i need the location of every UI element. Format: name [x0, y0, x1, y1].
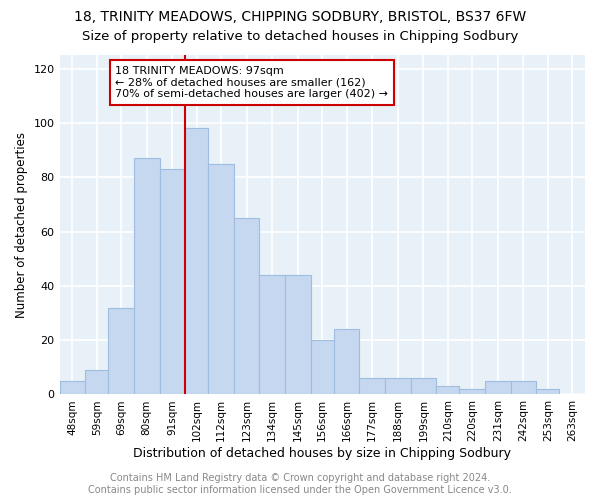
Text: Size of property relative to detached houses in Chipping Sodbury: Size of property relative to detached ho…	[82, 30, 518, 43]
Text: 18 TRINITY MEADOWS: 97sqm
← 28% of detached houses are smaller (162)
70% of semi: 18 TRINITY MEADOWS: 97sqm ← 28% of detac…	[115, 66, 388, 99]
Bar	[359, 378, 385, 394]
Bar	[59, 381, 85, 394]
Bar	[536, 389, 559, 394]
Bar	[85, 370, 109, 394]
Bar	[311, 340, 334, 394]
Bar	[460, 389, 485, 394]
Bar	[485, 381, 511, 394]
Bar	[259, 275, 285, 394]
Bar	[160, 169, 185, 394]
Bar	[208, 164, 234, 394]
Bar	[134, 158, 160, 394]
Bar	[285, 275, 311, 394]
Text: 18, TRINITY MEADOWS, CHIPPING SODBURY, BRISTOL, BS37 6FW: 18, TRINITY MEADOWS, CHIPPING SODBURY, B…	[74, 10, 526, 24]
X-axis label: Distribution of detached houses by size in Chipping Sodbury: Distribution of detached houses by size …	[133, 447, 511, 460]
Bar	[436, 386, 460, 394]
Text: Contains HM Land Registry data © Crown copyright and database right 2024.
Contai: Contains HM Land Registry data © Crown c…	[88, 474, 512, 495]
Bar	[385, 378, 410, 394]
Bar	[511, 381, 536, 394]
Bar	[185, 128, 208, 394]
Bar	[234, 218, 259, 394]
Y-axis label: Number of detached properties: Number of detached properties	[15, 132, 28, 318]
Bar	[410, 378, 436, 394]
Bar	[334, 330, 359, 394]
Bar	[109, 308, 134, 394]
